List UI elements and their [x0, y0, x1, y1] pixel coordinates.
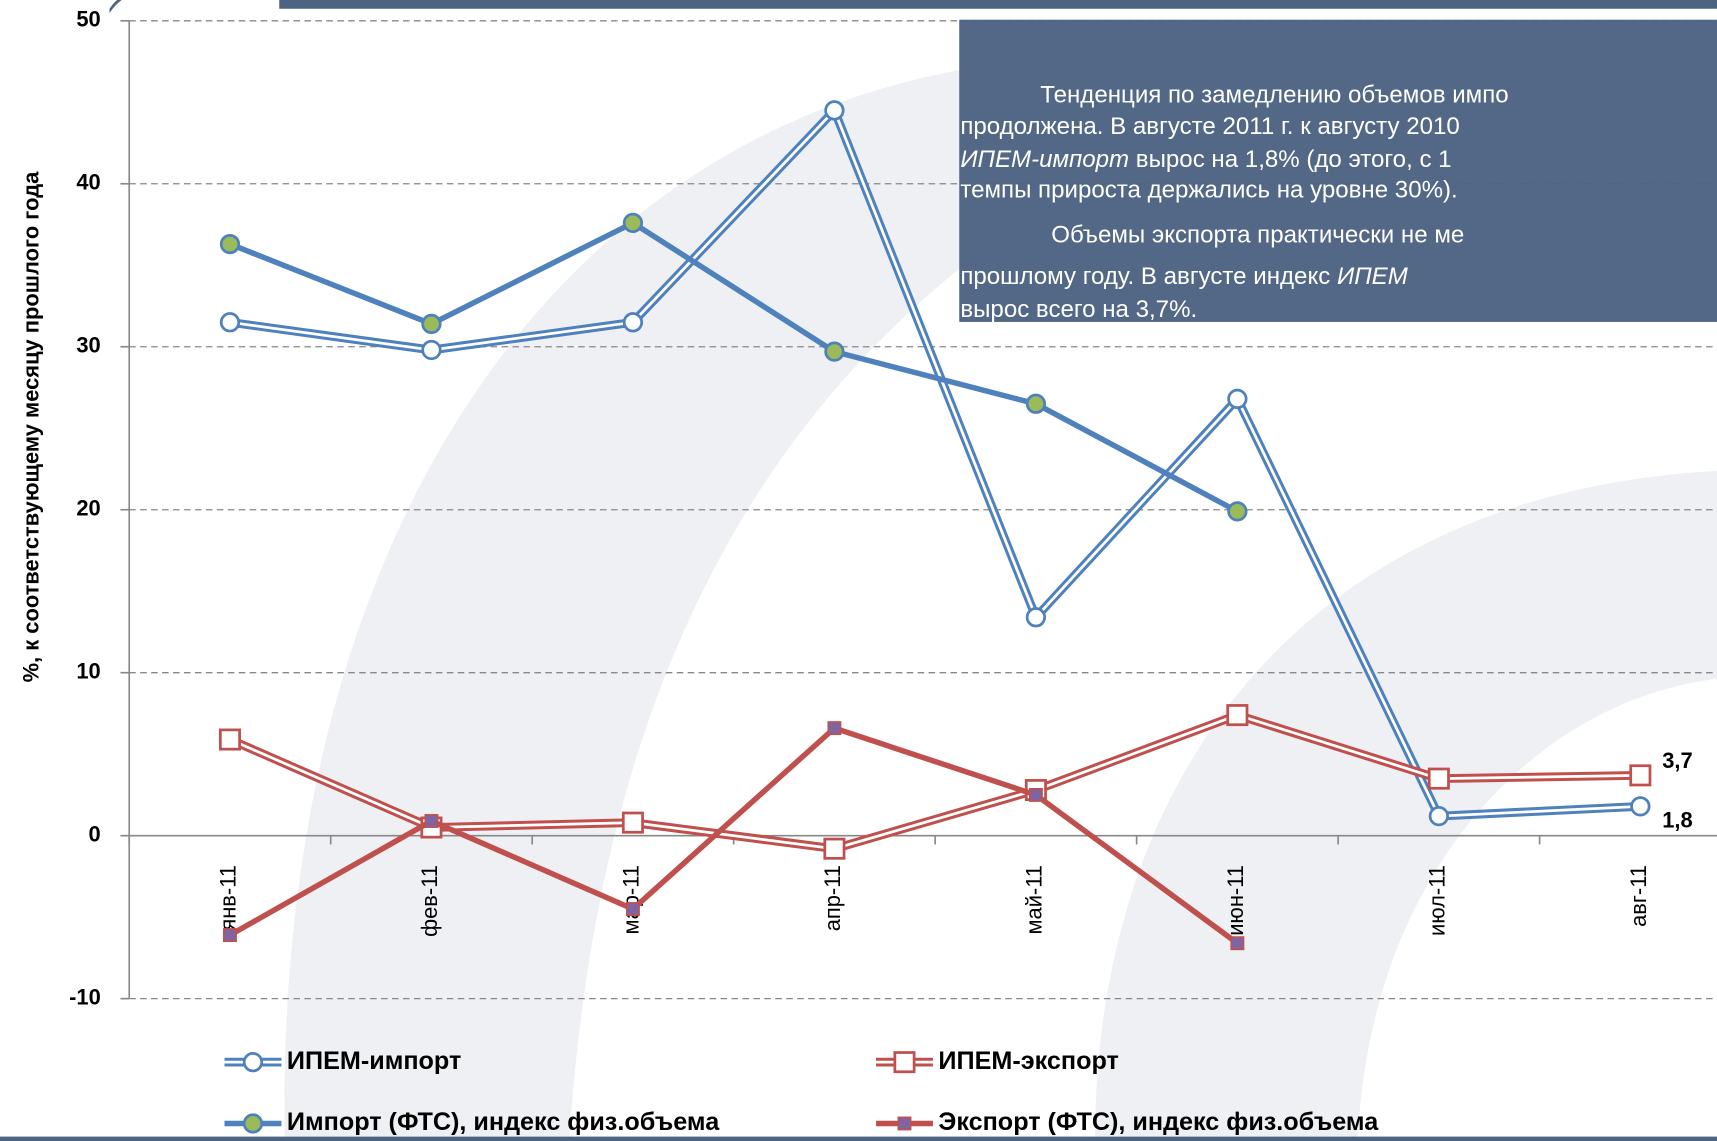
y-tick-label: 0: [89, 821, 101, 846]
y-tick-label: 30: [76, 333, 100, 358]
y-tick-label: 20: [76, 496, 100, 521]
series-line-inner: [229, 109, 1641, 818]
annotation-line: продолжена. В августе 2011 г. к августу …: [960, 113, 1459, 140]
marker: [1427, 767, 1450, 790]
marker: [218, 728, 241, 751]
annotation-text: ИПЕМ-импорт: [960, 146, 1129, 173]
annotation-line: вырос всего на 3,7%.: [960, 296, 1197, 323]
annotation-text: вырос всего на 3,7%.: [960, 296, 1197, 323]
y-tick-label: -10: [69, 984, 101, 1009]
marker: [219, 233, 241, 255]
annotation-text: Тенденция по замедлению объемов импо: [1040, 82, 1508, 109]
marker: [1630, 796, 1651, 817]
series: Экспорт (ФТС), индекс физ.объема: [223, 721, 1379, 1136]
series-line: [228, 725, 1239, 946]
legend-label: Экспорт (ФТС), индекс физ.объема: [938, 1108, 1379, 1136]
annotation-text: темпы прироста держались на уровне 30%).: [960, 177, 1457, 204]
marker: [622, 312, 644, 333]
marker: [625, 902, 640, 916]
marker: [827, 721, 842, 736]
marker: [1226, 704, 1249, 727]
marker: [1428, 805, 1449, 827]
marker: [421, 339, 442, 361]
annotation-text: ИПЕМ: [1337, 263, 1409, 290]
x-tick-label: фев-11: [417, 865, 442, 937]
annotation-line: Тенденция по замедлению объемов импо: [1040, 82, 1508, 109]
annotation-line: Объемы экспорта практически не ме: [1051, 222, 1464, 249]
x-tick-label: июл-11: [1425, 865, 1450, 936]
marker: [824, 100, 845, 121]
annotation-line: прошлому году. В августе индекс ИПЕМ: [960, 263, 1408, 290]
x-tick-label: авг-11: [1626, 865, 1651, 927]
logo: [109, 0, 181, 14]
footer-bar: [0, 1136, 1717, 1141]
marker: [424, 814, 439, 828]
annotation-text: вырос на 1,8% (до этого, с 1: [1129, 146, 1451, 173]
legend-label: ИПЕМ-экспорт: [938, 1047, 1118, 1075]
bg-swoosh: [1095, 470, 1717, 1141]
marker: [219, 312, 241, 333]
x-tick-label: апр-11: [820, 865, 845, 931]
legend-label: ИПЕМ-импорт: [287, 1047, 461, 1075]
bg-swoosh: [284, 43, 1424, 1141]
data-label: 1,8: [1662, 807, 1692, 832]
data-label: 3,7: [1662, 748, 1692, 773]
series-line-inner: [229, 713, 1641, 851]
annotation-text: Объемы экспорта практически не ме: [1051, 222, 1464, 249]
y-tick-label: 40: [76, 170, 100, 195]
annotation: Тенденция по замедлению объемов импо прод…: [959, 19, 1717, 323]
x-tick-label: янв-11: [216, 865, 241, 931]
x-tick-label: май-11: [1022, 865, 1047, 934]
annotation-box: [959, 19, 1717, 322]
annotation-text: прошлому году. В августе индекс: [960, 263, 1337, 290]
header-bar: [279, 0, 1717, 9]
legend-label: Импорт (ФТС), индекс физ.объема: [287, 1108, 720, 1136]
series: 1,8 ИПЕМ-импорт: [219, 100, 1693, 1075]
marker: [242, 1113, 264, 1134]
marker: [223, 928, 237, 943]
y-tick-label: 50: [76, 7, 100, 32]
marker: [1230, 936, 1245, 951]
marker: [1227, 388, 1248, 410]
y-tick-label: 10: [76, 658, 100, 683]
series: Импорт (ФТС), индекс физ.объема: [219, 212, 1248, 1136]
annotation-line: ИПЕМ-импорт вырос на 1,8% (до этого, с 1: [960, 146, 1451, 173]
marker: [824, 341, 845, 362]
marker: [1025, 607, 1047, 628]
annotation-line: темпы прироста держались на уровне 30%).: [960, 177, 1457, 204]
marker: [1028, 787, 1043, 802]
marker: [823, 837, 846, 860]
marker: [621, 811, 644, 834]
marker: [1025, 393, 1047, 414]
marker: [622, 212, 644, 234]
marker: [242, 1052, 264, 1073]
x-tick-label: июн-11: [1223, 865, 1248, 936]
marker: [893, 1051, 916, 1074]
y-axis-title: %, к соответствующему месяцу прошлого го…: [19, 171, 44, 682]
series-line: [228, 220, 1239, 514]
marker: [421, 313, 442, 335]
marker: [897, 1116, 912, 1131]
marker: [1227, 501, 1248, 522]
annotation-text: продолжена. В августе 2011 г. к августу …: [960, 113, 1459, 140]
marker: [1629, 764, 1652, 787]
